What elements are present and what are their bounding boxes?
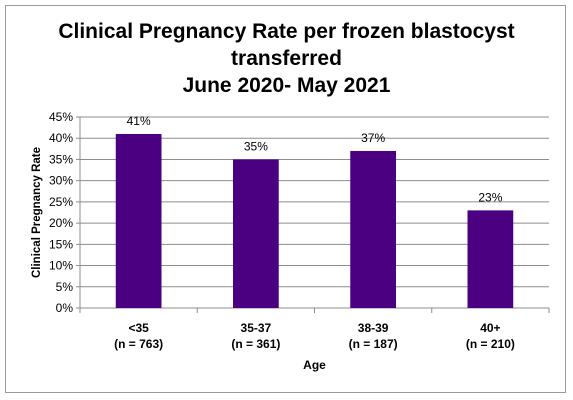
- x-axis-label: Age: [303, 358, 326, 372]
- chart-title-line-3: June 2020- May 2021: [182, 74, 391, 97]
- chart-title: Clinical Pregnancy Rate per frozen blast…: [0, 18, 573, 99]
- y-tick-label: 40%: [49, 131, 73, 145]
- y-tick-label: 20%: [49, 216, 73, 230]
- x-category-labels: <35 (n = 763) 35-37 (n = 361) 38-39 (n = 187)…: [114, 321, 515, 351]
- category-label: 35-37: [241, 321, 272, 335]
- y-axis-label: Clinical Pregnancy Rate: [31, 147, 43, 278]
- y-tick-label: 45%: [49, 110, 73, 124]
- category-count-label: (n = 361): [231, 337, 280, 351]
- bars: [115, 133, 514, 308]
- category-label: <35: [128, 321, 149, 335]
- category-label: 40+: [480, 321, 500, 335]
- y-tick-label: 35%: [49, 152, 73, 166]
- category-count-label: (n = 187): [349, 337, 398, 351]
- y-tick-label: 30%: [49, 174, 73, 188]
- y-tick-label: 15%: [49, 237, 73, 251]
- chart-title-line-1: Clinical Pregnancy Rate per frozen blast…: [58, 20, 515, 43]
- category-label: 38-39: [358, 321, 389, 335]
- bar: [467, 210, 514, 308]
- data-label: 35%: [244, 139, 268, 153]
- y-tick-label: 0%: [56, 301, 74, 315]
- category-count-label: (n = 763): [114, 337, 163, 351]
- y-tick-label: 5%: [56, 280, 74, 294]
- chart-frame: [5, 5, 566, 393]
- y-tick-label: 10%: [49, 259, 73, 273]
- chart-title-line-2: transferred: [231, 47, 342, 70]
- y-tick-labels: 0% 5% 10% 15% 20% 25% 30% 35% 40% 45%: [49, 110, 73, 315]
- data-label: 23%: [478, 190, 502, 204]
- bar: [350, 150, 396, 308]
- data-labels: 41% 35% 37% 23%: [127, 114, 503, 204]
- data-label: 41%: [127, 114, 151, 128]
- category-count-label: (n = 210): [466, 337, 515, 351]
- data-label: 37%: [361, 131, 385, 145]
- bar: [233, 159, 279, 308]
- y-tick-label: 25%: [49, 195, 73, 209]
- bar: [115, 133, 162, 308]
